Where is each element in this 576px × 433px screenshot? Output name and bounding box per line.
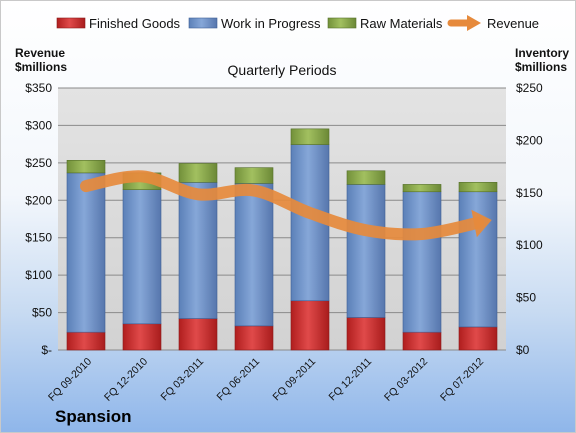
legend: Finished Goods Work in Progress Raw Mate… <box>56 15 539 31</box>
revenue-line <box>80 170 484 241</box>
x-tick-label: FQ 12-2011 <box>327 356 375 404</box>
bar-work-in-progress <box>346 184 386 318</box>
legend-label-finished-goods: Finished Goods <box>89 16 181 31</box>
bar-work-in-progress <box>66 172 106 333</box>
bar-finished-goods <box>458 326 498 351</box>
left-tick-label: $350 <box>25 81 52 95</box>
bar-finished-goods <box>66 331 106 351</box>
bar-work-in-progress <box>402 191 442 333</box>
bar-work-in-progress <box>234 183 274 327</box>
bar-finished-goods <box>122 323 162 351</box>
left-tick-label: $250 <box>25 156 52 170</box>
bar-finished-goods <box>402 331 442 351</box>
legend-item-raw-materials: Raw Materials <box>327 16 443 31</box>
revenue-arrowhead <box>471 209 492 238</box>
bar-raw-materials <box>458 182 498 193</box>
bar-work-in-progress <box>122 189 162 325</box>
right-tick-label: $100 <box>516 238 543 252</box>
bar-raw-materials <box>178 163 218 183</box>
right-tick-label: $0 <box>516 343 530 357</box>
chart-subtitle: Quarterly Periods <box>228 62 337 78</box>
bar-raw-materials <box>234 167 274 184</box>
legend-item-revenue: Revenue <box>447 15 539 31</box>
bar-finished-goods <box>234 325 274 351</box>
x-axis-ticks: FQ 09-2010 FQ 12-2010 FQ 03-2011 FQ 06-2011… <box>46 356 486 404</box>
right-tick-label: $200 <box>516 133 543 147</box>
left-tick-label: $200 <box>25 193 52 207</box>
legend-label-revenue: Revenue <box>487 16 539 31</box>
left-tick-label: $100 <box>25 268 52 282</box>
left-axis-ticks: $- $50 $100 $150 $200 $250 $300 $350 <box>25 81 52 357</box>
x-tick-label: FQ 06-2011 <box>215 356 263 404</box>
x-tick-label: FQ 09-2010 <box>46 356 94 404</box>
bars <box>66 128 498 351</box>
right-tick-label: $250 <box>516 81 543 95</box>
legend-item-work-in-progress: Work in Progress <box>188 16 321 31</box>
right-tick-label: $150 <box>516 186 543 200</box>
right-axis-ticks: $0 $50 $100 $150 $200 $250 <box>516 81 543 357</box>
bar-raw-materials <box>402 184 442 193</box>
x-tick-label: FQ 12-2010 <box>102 356 150 404</box>
left-tick-label: $150 <box>25 231 52 245</box>
company-name: Spansion <box>55 407 132 426</box>
x-tick-label: FQ 03-2012 <box>382 356 430 404</box>
bar-finished-goods <box>178 318 218 351</box>
left-tick-label: $50 <box>32 306 52 320</box>
bar-finished-goods <box>290 300 330 351</box>
left-tick-label: $300 <box>25 118 52 132</box>
left-tick-label: $- <box>41 343 52 357</box>
right-axis-title-line1: Inventory <box>515 46 569 60</box>
right-tick-label: $50 <box>516 291 536 305</box>
right-axis-title-line2: $millions <box>515 60 567 74</box>
bar-raw-materials <box>346 170 386 185</box>
x-tick-label: FQ 07-2012 <box>438 356 486 404</box>
revenue-line-layer <box>80 170 492 241</box>
legend-item-finished-goods: Finished Goods <box>56 16 181 31</box>
left-axis-title-line2: $millions <box>15 60 67 74</box>
x-tick-label: FQ 03-2011 <box>159 356 207 404</box>
arrow-icon <box>467 15 481 31</box>
bar-finished-goods <box>346 317 386 351</box>
left-axis-title-line1: Revenue <box>15 46 65 60</box>
legend-label-work-in-progress: Work in Progress <box>221 16 321 31</box>
legend-label-raw-materials: Raw Materials <box>360 16 443 31</box>
bar-raw-materials <box>66 160 106 174</box>
bar-work-in-progress <box>178 182 218 319</box>
x-tick-label: FQ 09-2011 <box>271 356 319 404</box>
bar-work-in-progress <box>458 191 498 328</box>
bar-raw-materials <box>290 128 330 145</box>
